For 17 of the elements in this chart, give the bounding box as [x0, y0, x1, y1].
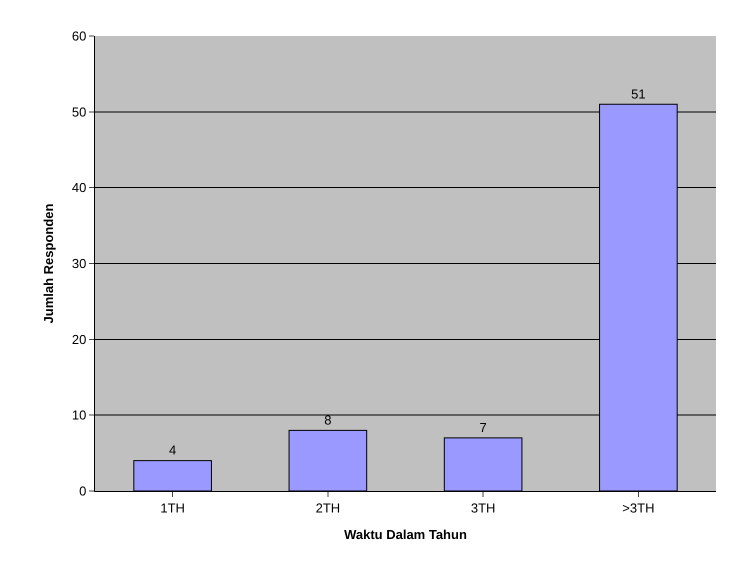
x-tick-label: >3TH	[622, 500, 654, 516]
y-tick-label: 20	[72, 332, 86, 347]
y-tick-label: 30	[72, 256, 86, 272]
x-tick-label: 3TH	[470, 500, 496, 516]
y-tick-label: 10	[72, 408, 86, 423]
x-tick-label: 1TH	[160, 500, 185, 516]
data-label: 4	[169, 442, 176, 458]
y-tick-label: 40	[72, 180, 86, 196]
data-label: 51	[631, 86, 646, 102]
y-tick-label: 60	[72, 28, 86, 44]
y-tick-label: 50	[72, 104, 86, 120]
x-tick-label: 2TH	[316, 500, 340, 516]
y-tick-label: 0	[79, 484, 86, 499]
data-label: 8	[324, 412, 332, 428]
y-axis-title: Jumlah Responden	[40, 203, 56, 324]
x-axis-title: Waktu Dalam Tahun	[344, 527, 467, 542]
data-label: 7	[480, 420, 487, 435]
